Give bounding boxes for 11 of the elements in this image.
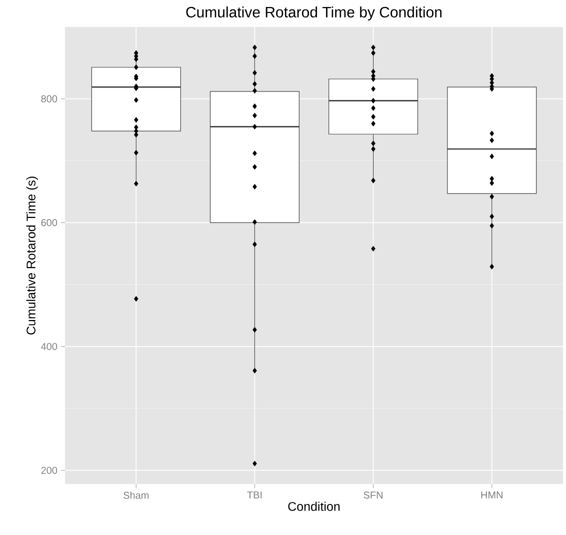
y-tick-label: 600	[41, 219, 58, 226]
y-tick-label: 200	[41, 466, 58, 474]
y-tick-label: 800	[41, 95, 58, 102]
x-tick-label: TBI	[247, 492, 262, 498]
y-axis-title: Cumulative Rotarod Time (s)	[26, 176, 38, 335]
y-tick-label: 400	[41, 342, 58, 350]
x-axis-title: Condition	[288, 502, 340, 511]
x-tick-label: Sham	[124, 492, 149, 499]
chart-title: Cumulative Rotarod Time by Condition	[186, 6, 442, 20]
x-tick-label: SFN	[364, 492, 382, 499]
x-tick-label: HMN	[481, 492, 502, 498]
